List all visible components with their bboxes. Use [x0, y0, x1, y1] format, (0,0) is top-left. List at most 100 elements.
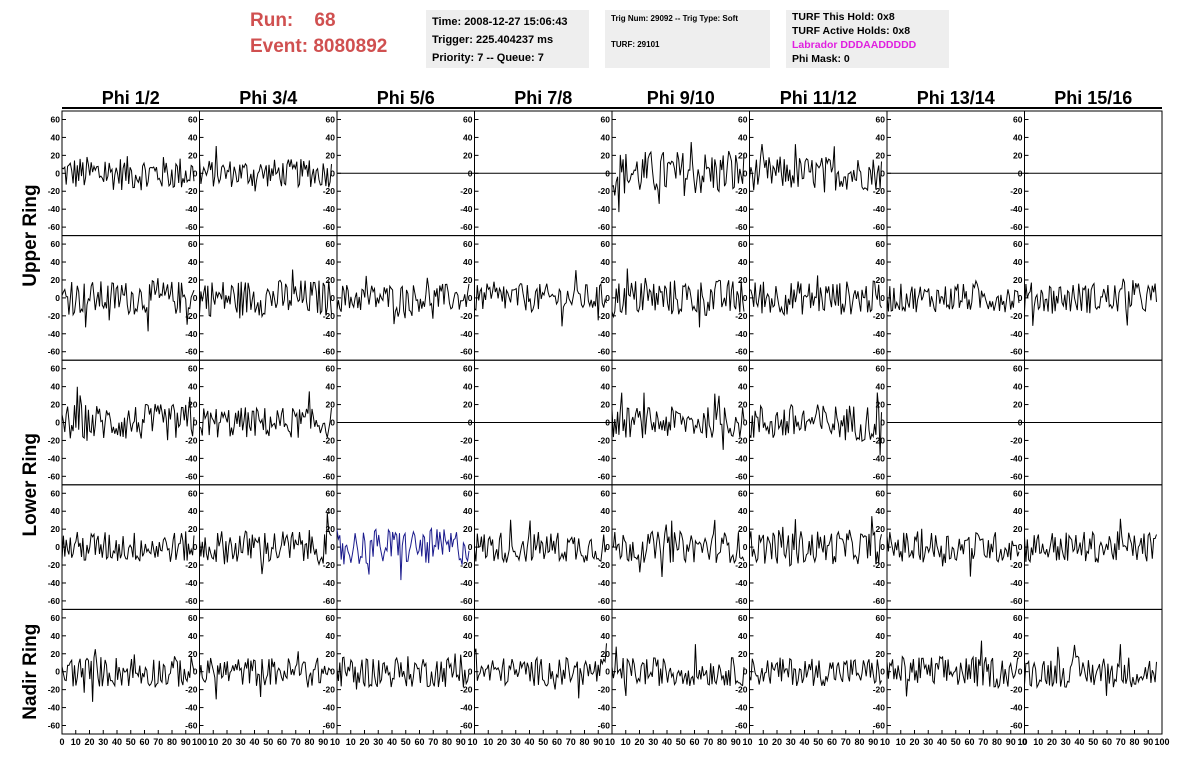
x-tick-label: 10 — [1033, 737, 1043, 747]
y-tick-label: -40 — [598, 204, 611, 214]
x-tick-label: 80 — [854, 737, 864, 747]
x-tick-label: 70 — [841, 737, 851, 747]
x-tick-label: 20 — [634, 737, 644, 747]
y-tick-label: 0 — [468, 418, 473, 428]
turf-number-text: TURF: 29101 — [611, 40, 660, 49]
x-tick-label: 50 — [263, 737, 273, 747]
y-tick-label: 20 — [1013, 150, 1023, 160]
x-tick-label: 10 — [330, 737, 340, 747]
y-tick-label: 20 — [326, 275, 336, 285]
y-tick-label: 20 — [326, 524, 336, 534]
y-tick-label: -60 — [323, 596, 336, 606]
y-tick-label: -40 — [1010, 329, 1023, 339]
y-tick-label: -60 — [873, 471, 886, 481]
panel-r2-c3: -60 -40 -20 0 20 40 60 — [323, 235, 475, 361]
x-tick-label: 10 — [346, 737, 356, 747]
waveform-trace — [61, 649, 195, 702]
waveform-trace — [474, 519, 607, 564]
y-tick-label: -20 — [185, 560, 198, 570]
y-tick-label: 0 — [468, 293, 473, 303]
x-tick-label: 30 — [648, 737, 658, 747]
y-tick-label: -60 — [323, 721, 336, 731]
x-tick-label: 10 — [467, 737, 477, 747]
y-tick-label: -60 — [460, 721, 473, 731]
panel-r1-c3: -60 -40 -20 0 20 40 60 — [323, 110, 475, 237]
y-tick-label: 20 — [738, 524, 748, 534]
x-tick-label: 30 — [98, 737, 108, 747]
y-tick-label: -40 — [185, 204, 198, 214]
y-tick-label: -60 — [1010, 347, 1023, 357]
y-tick-label: -60 — [323, 471, 336, 481]
y-tick-label: -60 — [873, 347, 886, 357]
y-tick-label: -20 — [873, 311, 886, 321]
y-tick-label: -40 — [460, 453, 473, 463]
panel-r3-c5: -60 -40 -20 0 20 40 60 — [598, 359, 750, 486]
y-tick-label: -40 — [323, 329, 336, 339]
x-tick-label: 30 — [1061, 737, 1071, 747]
y-tick-label: 60 — [738, 613, 748, 623]
y-tick-label: 40 — [188, 631, 198, 641]
y-tick-label: 20 — [188, 150, 198, 160]
ring-label-upper-ring: Upper Ring — [20, 184, 41, 286]
y-tick-label: -20 — [873, 560, 886, 570]
x-tick-label: 60 — [1102, 737, 1112, 747]
waveform-trace — [886, 279, 1020, 313]
y-tick-label: 40 — [188, 257, 198, 267]
y-tick-label: -60 — [48, 471, 61, 481]
waveform-trace — [336, 275, 470, 325]
x-tick-label: 10 — [621, 737, 631, 747]
panel-r4-c7: -60 -40 -20 0 20 40 60 — [873, 484, 1025, 610]
y-tick-label: 60 — [1013, 488, 1023, 498]
waveform-trace — [611, 392, 745, 450]
x-tick-label: 30 — [511, 737, 521, 747]
y-tick-label: -40 — [48, 453, 61, 463]
x-tick-label: 50 — [676, 737, 686, 747]
panel-r1-c5: -60 -40 -20 0 20 40 60 — [598, 110, 750, 237]
y-tick-label: -40 — [185, 329, 198, 339]
y-tick-label: -20 — [735, 685, 748, 695]
x-tick-label: 80 — [579, 737, 589, 747]
y-tick-label: -60 — [185, 721, 198, 731]
panel-r1-c7: -60 -40 -20 0 20 40 60 — [873, 110, 1025, 237]
y-tick-label: 40 — [188, 506, 198, 516]
panel-r1-c8: -60 -40 -20 0 20 40 60 — [1010, 110, 1163, 237]
waveform-trace — [611, 268, 745, 328]
y-tick-label: 60 — [738, 364, 748, 374]
y-tick-label: -20 — [873, 685, 886, 695]
waveform-trace — [611, 644, 745, 697]
trigger-text: Trigger: 225.404237 ms — [432, 34, 554, 46]
panel-r1-c4: -60 -40 -20 0 20 40 60 — [460, 110, 613, 237]
x-tick-label: 40 — [524, 737, 534, 747]
x-tick-label: 40 — [937, 737, 947, 747]
y-tick-label: -60 — [873, 721, 886, 731]
y-tick-label: 20 — [1013, 400, 1023, 410]
panel-r4-c2: -60 -40 -20 0 20 40 60 — [185, 484, 338, 610]
y-tick-label: 60 — [463, 114, 473, 124]
y-tick-label: 0 — [880, 293, 885, 303]
waveform-trace — [1024, 278, 1157, 326]
y-tick-label: -60 — [1010, 222, 1023, 232]
x-tick-label: 20 — [84, 737, 94, 747]
x-tick-label: 70 — [566, 737, 576, 747]
y-tick-label: -20 — [1010, 311, 1023, 321]
y-tick-label: -20 — [598, 685, 611, 695]
turf-this-hold-text: TURF This Hold: 0x8 — [792, 11, 895, 23]
y-tick-label: 40 — [601, 382, 611, 392]
y-tick-label: 60 — [876, 114, 886, 124]
y-tick-label: -60 — [598, 347, 611, 357]
y-tick-label: -20 — [48, 435, 61, 445]
y-tick-label: 0 — [330, 293, 335, 303]
y-tick-label: -60 — [1010, 596, 1023, 606]
x-tick-label: 40 — [112, 737, 122, 747]
y-tick-label: 60 — [876, 364, 886, 374]
y-tick-label: 0 — [55, 168, 60, 178]
panel-r2-c6: -60 -40 -20 0 20 40 60 — [735, 235, 888, 361]
ring-label-lower-ring: Lower Ring — [20, 433, 41, 536]
run-event-block: Run: 68 Event: 8080892 — [250, 8, 420, 60]
column-header-2: Phi 3/4 — [239, 88, 297, 108]
y-tick-label: 40 — [51, 257, 61, 267]
waveform-grid: Phi 1/2 Phi 3/4 Phi 5/6 Phi 7/8 Phi 9/10 Phi … — [20, 88, 1170, 747]
y-tick-label: -60 — [598, 721, 611, 731]
x-tick-label: 10 — [483, 737, 493, 747]
